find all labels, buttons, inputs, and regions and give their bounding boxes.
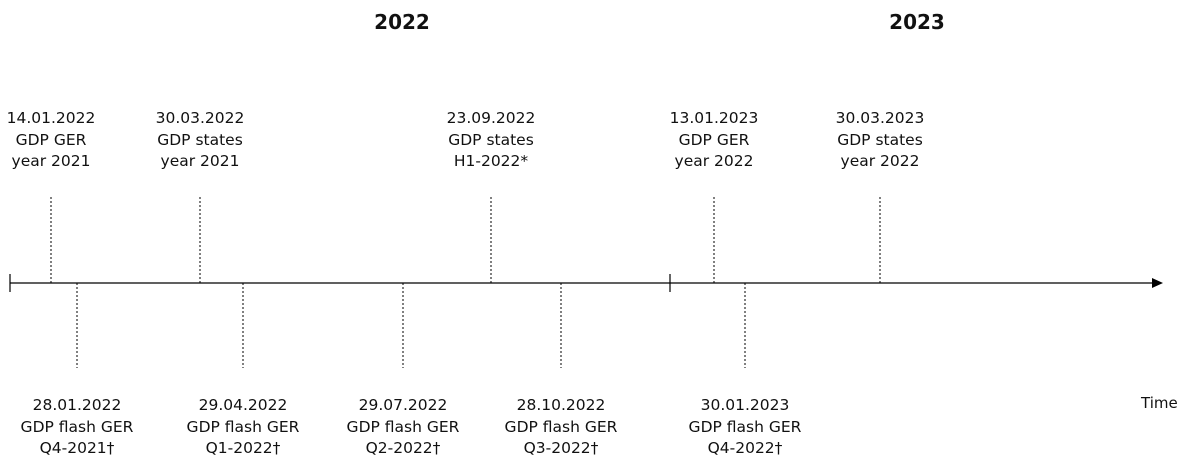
- event-series: GDP flash GER: [346, 417, 460, 436]
- event-below-4: 28.10.2022 GDP flash GER Q3-2022†: [505, 395, 618, 460]
- event-above-2: 30.03.2022 GDP states year 2021: [156, 108, 245, 173]
- event-series: GDP GER: [15, 130, 87, 149]
- event-above-5: 30.03.2023 GDP states year 2022: [836, 108, 925, 173]
- axis-label-time: Time: [1141, 394, 1178, 412]
- year-label-2022: 2022: [374, 10, 430, 34]
- event-series: GDP GER: [678, 130, 750, 149]
- event-period: Q2-2022†: [365, 439, 441, 457]
- event-date: 13.01.2023: [669, 109, 759, 127]
- event-series: GDP flash GER: [20, 417, 134, 436]
- event-period: H1-2022*: [453, 152, 529, 170]
- event-below-3: 29.07.2022 GDP flash GER Q2-2022†: [347, 395, 460, 460]
- event-series: GDP flash GER: [688, 417, 802, 436]
- event-series: GDP flash GER: [504, 417, 618, 436]
- time-axis-arrowhead: [1152, 278, 1163, 288]
- event-below-1: 28.01.2022 GDP flash GER Q4-2021†: [21, 395, 134, 460]
- event-date: 30.03.2023: [835, 109, 925, 127]
- event-date: 23.09.2022: [446, 109, 536, 127]
- event-below-5: 30.01.2023 GDP flash GER Q4-2022†: [689, 395, 802, 460]
- event-period: year 2022: [840, 152, 920, 170]
- event-period: Q1-2022†: [205, 439, 281, 457]
- event-above-3: 23.09.2022 GDP states H1-2022*: [447, 108, 536, 173]
- event-date: 30.03.2022: [155, 109, 245, 127]
- event-period: year 2022: [674, 152, 754, 170]
- event-date: 28.01.2022: [32, 396, 122, 414]
- event-date: 29.04.2022: [198, 396, 288, 414]
- event-period: year 2021: [160, 152, 240, 170]
- event-date: 14.01.2022: [6, 109, 96, 127]
- event-date: 30.01.2023: [700, 396, 790, 414]
- year-label-2023: 2023: [889, 10, 945, 34]
- event-below-2: 29.04.2022 GDP flash GER Q1-2022†: [187, 395, 300, 460]
- event-period: year 2021: [11, 152, 91, 170]
- event-date: 28.10.2022: [516, 396, 606, 414]
- event-above-1: 14.01.2022 GDP GER year 2021: [7, 108, 96, 173]
- event-series: GDP states: [157, 130, 243, 149]
- event-period: Q4-2021†: [39, 439, 115, 457]
- event-series: GDP states: [448, 130, 534, 149]
- event-series: GDP states: [837, 130, 923, 149]
- event-above-4: 13.01.2023 GDP GER year 2022: [670, 108, 759, 173]
- event-period: Q4-2022†: [707, 439, 783, 457]
- event-series: GDP flash GER: [186, 417, 300, 436]
- event-period: Q3-2022†: [523, 439, 599, 457]
- event-date: 29.07.2022: [358, 396, 448, 414]
